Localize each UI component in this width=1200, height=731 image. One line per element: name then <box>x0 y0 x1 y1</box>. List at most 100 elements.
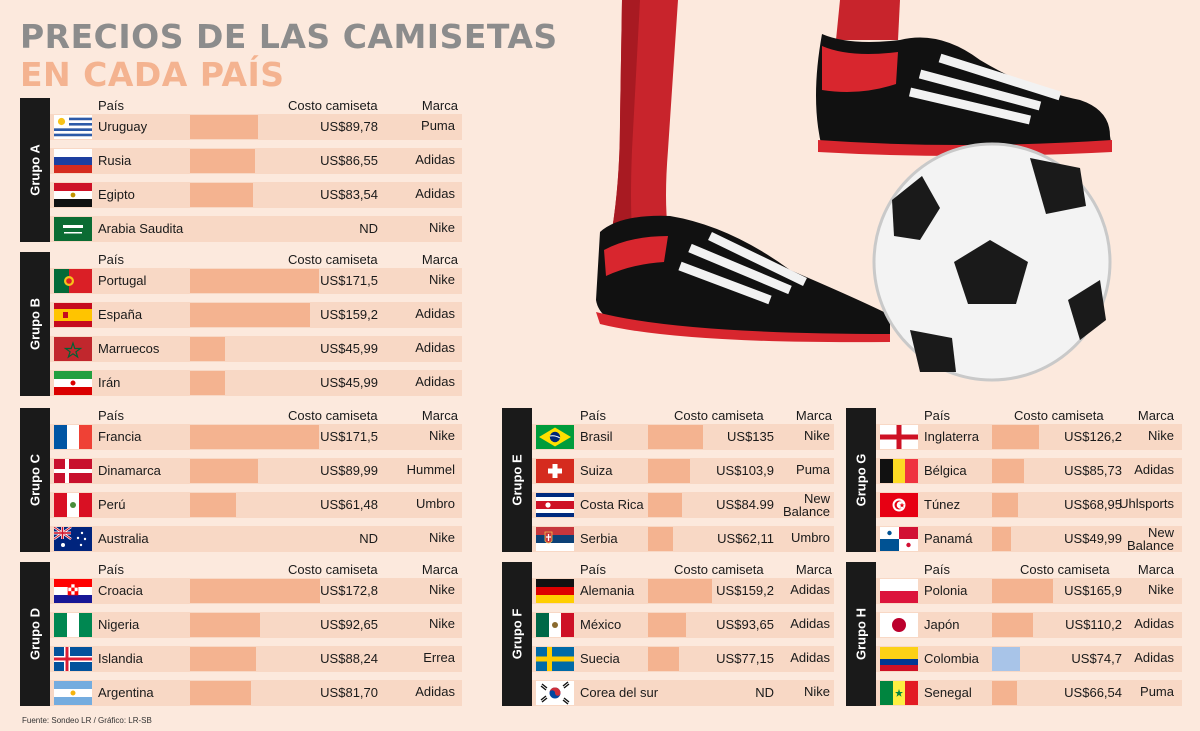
header-country: País <box>98 252 125 267</box>
brand-label: Nike <box>429 221 455 234</box>
table-row: Perú US$61,48 Umbro <box>50 492 462 518</box>
header-brand: Marca <box>421 562 458 577</box>
brand-label: Nike <box>429 617 455 630</box>
brand-line: Nike <box>428 220 455 235</box>
price-label: US$45,99 <box>320 375 378 390</box>
price-label: US$89,78 <box>320 119 378 134</box>
price-bar <box>648 425 703 449</box>
flag-germany-icon <box>536 579 574 603</box>
price-bar <box>190 613 260 637</box>
country-name: Portugal <box>98 273 147 288</box>
brand-line: Nike <box>803 428 830 443</box>
group-label: Grupo F <box>509 608 525 660</box>
brand-label: Nike <box>429 583 455 596</box>
price-bar <box>190 337 225 361</box>
brand-line: Balance <box>1127 538 1174 553</box>
price-label: US$165,9 <box>1064 583 1122 598</box>
brand-line: Adidas <box>415 306 455 321</box>
brand-label: Nike <box>1148 583 1174 596</box>
brand-line: Hummel <box>406 462 455 477</box>
price-label: US$68,95 <box>1064 497 1122 512</box>
header-brand: Marca <box>795 562 832 577</box>
brand-line: Adidas <box>790 616 830 631</box>
table-row: Croacia US$172,8 Nike <box>50 578 462 604</box>
brand-line: Nike <box>1147 428 1174 443</box>
flag-iran-icon <box>54 371 92 395</box>
price-bar <box>992 493 1018 517</box>
brand-label: Adidas <box>415 375 455 388</box>
header-cost: Costo camiseta <box>674 408 764 423</box>
header-cost: Costo camiseta <box>674 562 764 577</box>
brand-line: Puma <box>421 118 455 133</box>
country-name: Túnez <box>924 497 961 512</box>
price-label: US$92,65 <box>320 617 378 632</box>
header-brand: Marca <box>421 98 458 113</box>
header-brand: Marca <box>795 408 832 423</box>
header-country: País <box>98 562 125 577</box>
flag-iceland-icon <box>54 647 92 671</box>
group-label: Grupo C <box>27 454 43 506</box>
country-name: Japón <box>924 617 960 632</box>
table-row: Alemania US$159,2 Adidas <box>532 578 834 604</box>
table-row: Nigeria US$92,65 Nike <box>50 612 462 638</box>
group-label-tab: Grupo C <box>20 408 50 552</box>
group-label-tab: Grupo B <box>20 252 50 396</box>
flag-japan-icon <box>880 613 918 637</box>
price-bar <box>190 425 319 449</box>
table-row: Australia ND Nike <box>50 526 462 552</box>
table-row: Francia US$171,5 Nike <box>50 424 462 450</box>
group-label-tab: Grupo H <box>846 562 876 706</box>
header-brand: Marca <box>421 252 458 267</box>
flag-switzerland-icon <box>536 459 574 483</box>
price-label: US$83,54 <box>320 187 378 202</box>
header-country: País <box>580 408 607 423</box>
price-bar <box>648 459 690 483</box>
header-cost: Costo camiseta <box>288 98 378 113</box>
flag-poland-icon <box>880 579 918 603</box>
brand-label: Uhlsports <box>1119 497 1174 510</box>
brand-line: Adidas <box>415 152 455 167</box>
table-row: Brasil US$135 Nike <box>532 424 834 450</box>
price-bar <box>190 493 236 517</box>
brand-line: Nike <box>803 684 830 699</box>
country-name: Suecia <box>580 651 620 666</box>
brand-line: Errea <box>423 650 455 665</box>
group-panel: Grupo C País Costo camiseta Marca Francia US$… <box>20 408 462 552</box>
table-row: Portugal US$171,5 Nike <box>50 268 462 294</box>
brand-line: Umbro <box>415 496 455 511</box>
brand-label: Adidas <box>415 685 455 698</box>
table-row: España US$159,2 Adidas <box>50 302 462 328</box>
brand-label: Errea <box>423 651 455 664</box>
country-name: Corea del sur <box>580 685 659 700</box>
price-label: US$88,24 <box>320 651 378 666</box>
group-label: Grupo D <box>27 608 43 660</box>
brand-line: Nike <box>428 530 455 545</box>
brand-label: Adidas <box>790 617 830 630</box>
brand-label: Adidas <box>1134 651 1174 664</box>
brand-line: Uhlsports <box>1119 496 1174 511</box>
price-label: US$84.99 <box>716 497 774 512</box>
table-row: Colombia US$74,7 Adidas <box>876 646 1182 672</box>
price-bar <box>190 115 258 139</box>
price-bar <box>190 579 320 603</box>
group-label: Grupo G <box>853 453 869 507</box>
brand-line: Adidas <box>415 374 455 389</box>
price-bar <box>648 579 712 603</box>
flag-mexico-icon <box>536 613 574 637</box>
source-note: Fuente: Sondeo LR / Gráfico: LR-SB <box>22 716 152 725</box>
country-name: Argentina <box>98 685 154 700</box>
brand-label: New Balance <box>783 492 830 518</box>
brand-line: New <box>1147 525 1174 540</box>
flag-belgium-icon <box>880 459 918 483</box>
header-country: País <box>98 98 125 113</box>
price-label: US$103,9 <box>716 463 774 478</box>
brand-label: Nike <box>1148 429 1174 442</box>
group-label: Grupo H <box>853 608 869 660</box>
brand-line: Adidas <box>1134 462 1174 477</box>
country-name: Egipto <box>98 187 135 202</box>
price-label: US$74,7 <box>1071 651 1122 666</box>
table-row: Uruguay US$89,78 Puma <box>50 114 462 140</box>
price-label: US$81,70 <box>320 685 378 700</box>
country-name: Islandia <box>98 651 143 666</box>
group-label: Grupo B <box>27 298 43 350</box>
